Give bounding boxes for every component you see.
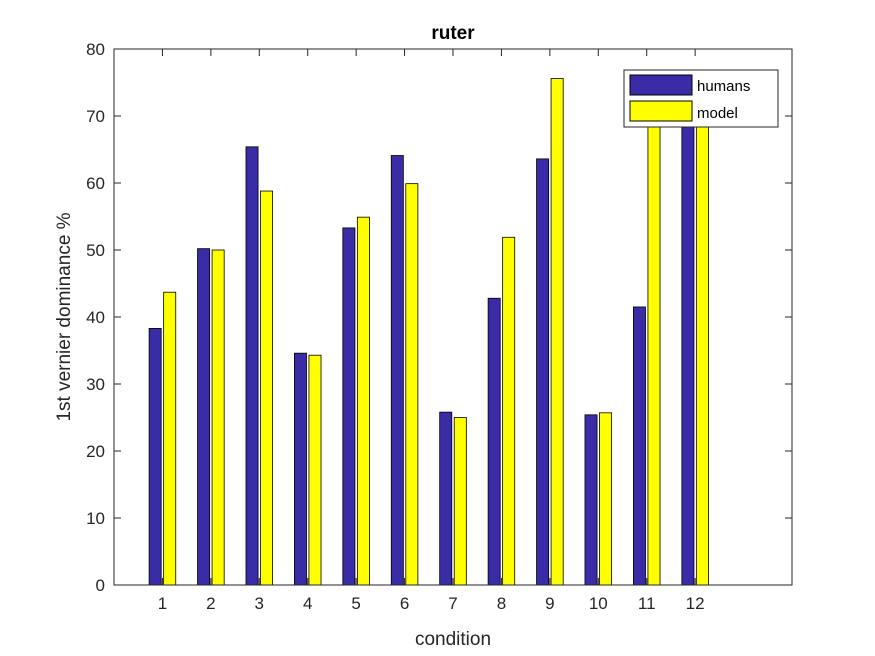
chart-title: ruter xyxy=(431,23,475,44)
x-tick-label: 3 xyxy=(255,594,264,613)
y-tick-label: 60 xyxy=(86,174,105,193)
x-axis: 1 2 3 4 5 6 7 8 9 10 11 12 xyxy=(158,49,705,613)
bar-humans-6 xyxy=(390,155,404,586)
y-tick-label: 30 xyxy=(86,375,105,394)
x-tick-label: 12 xyxy=(686,594,705,613)
bar-model-6 xyxy=(405,183,419,586)
bar-model-4 xyxy=(308,354,322,586)
bar-humans-11 xyxy=(632,306,646,586)
y-tick-label: 50 xyxy=(86,241,105,260)
x-tick-label: 5 xyxy=(351,594,360,613)
y-axis-label: 1st vernier dominance % xyxy=(54,212,75,421)
bar-humans-2 xyxy=(197,248,211,586)
bar-humans-3 xyxy=(245,146,259,586)
plot-area-background xyxy=(114,49,792,585)
x-tick-label: 1 xyxy=(158,594,167,613)
bar-humans-10 xyxy=(584,414,598,586)
x-axis-label: condition xyxy=(415,629,491,650)
x-tick-label: 9 xyxy=(545,594,554,613)
legend-label-humans: humans xyxy=(697,78,750,95)
x-tick-label: 6 xyxy=(400,594,409,613)
x-tick-label: 7 xyxy=(448,594,457,613)
bar-humans-1 xyxy=(148,327,162,586)
bar-model-11 xyxy=(647,115,661,586)
bar-model-7 xyxy=(453,417,467,586)
legend-swatch-humans xyxy=(629,74,693,96)
y-tick-label: 40 xyxy=(86,308,105,327)
bar-model-2 xyxy=(211,249,225,586)
bar-model-9 xyxy=(550,78,564,586)
bar-model-5 xyxy=(356,216,370,586)
bar-model-3 xyxy=(260,190,274,586)
y-tick-label: 20 xyxy=(86,442,105,461)
y-tick-label: 0 xyxy=(96,576,105,595)
legend-swatch-model xyxy=(629,100,693,122)
bar-model-8 xyxy=(502,236,516,586)
bar-humans-12 xyxy=(681,115,695,586)
bar-model-1 xyxy=(163,291,177,586)
bar-humans-5 xyxy=(342,227,356,586)
y-tick-label: 10 xyxy=(86,509,105,528)
bar-humans-9 xyxy=(536,158,550,586)
x-tick-label: 2 xyxy=(206,594,215,613)
x-tick-label: 4 xyxy=(303,594,312,613)
x-tick-label: 10 xyxy=(589,594,608,613)
bar-model-12 xyxy=(695,115,709,586)
legend: humans model xyxy=(623,69,779,128)
y-tick-label: 80 xyxy=(86,40,105,59)
y-axis: 0 10 20 30 40 50 60 70 80 xyxy=(86,40,792,595)
bar-humans-8 xyxy=(487,297,501,586)
bar-humans-4 xyxy=(293,352,307,586)
bar-model-10 xyxy=(599,412,613,586)
x-tick-label: 8 xyxy=(497,594,506,613)
y-tick-label: 70 xyxy=(86,107,105,126)
legend-label-model: model xyxy=(697,105,738,122)
x-tick-label: 11 xyxy=(638,594,656,613)
bar-humans-7 xyxy=(439,411,453,586)
